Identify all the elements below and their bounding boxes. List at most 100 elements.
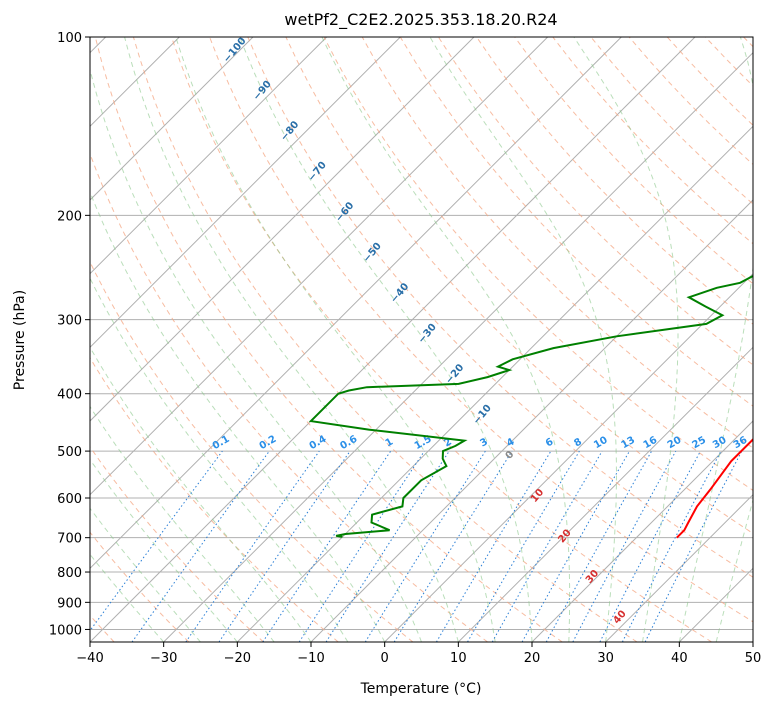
mixing-ratio-label: 0.4: [308, 434, 329, 452]
isotherm-line: [163, 51, 753, 642]
mixing-ratio-line: [435, 450, 552, 642]
isotherm-line: [384, 272, 753, 642]
x-tick-label: 30: [597, 651, 614, 666]
mixing-ratio-line: [298, 450, 425, 642]
y-tick-label: 100: [57, 31, 82, 46]
dry-adiabat: [90, 152, 488, 642]
temperature-profile-line: [676, 437, 753, 539]
dry-adiabat: [90, 260, 414, 642]
isotherm-line: [752, 641, 753, 642]
moist-adiabat: [175, 37, 496, 642]
mixing-ratio-line: [364, 450, 486, 642]
y-tick-label: 1000: [49, 623, 82, 638]
moist-adiabat: [239, 37, 533, 642]
x-tick-label: −20: [224, 651, 251, 666]
dry-adiabat-label: −90: [251, 79, 274, 103]
moist-adiabat: [752, 640, 753, 642]
moist-adiabat: [90, 190, 386, 642]
reference-lines: [90, 37, 753, 642]
mixing-ratio-line: [218, 450, 351, 642]
y-tick-label: 900: [57, 596, 82, 611]
isotherm-line: [90, 37, 328, 275]
mixing-ratio-label: 6: [544, 436, 556, 449]
mixing-ratio-label: 10: [592, 435, 610, 452]
series-layer: [308, 274, 753, 539]
mixing-ratio-line: [521, 450, 630, 642]
dry-adiabat: [514, 37, 753, 285]
dry-adiabat-label: 40: [611, 608, 628, 626]
mixing-ratio-line: [325, 450, 450, 642]
dry-adiabat: [704, 37, 753, 87]
moist-adiabat: [124, 37, 459, 642]
mixing-ratio-label: 8: [572, 436, 584, 449]
mixing-ratio-line: [467, 450, 580, 642]
dry-adiabat: [94, 37, 563, 642]
isotherm-line: [236, 125, 753, 642]
moist-adiabat: [715, 498, 753, 642]
dry-adiabat: [590, 37, 753, 205]
x-tick-label: 20: [524, 651, 541, 666]
dry-adiabat-label: −60: [334, 200, 357, 224]
isotherm-line: [457, 346, 753, 642]
dry-adiabat-label: 30: [584, 568, 601, 586]
dry-adiabat-label: −40: [389, 281, 412, 305]
chart-title: wetPf2_C2E2.2025.353.18.20.R24: [284, 10, 557, 30]
mixing-ratio-label: 13: [619, 435, 637, 452]
mixing-ratio-label: 4: [505, 436, 517, 449]
moist-adiabat: [90, 507, 201, 642]
dry-adiabat: [437, 37, 753, 366]
dry-adiabat-label: 20: [556, 527, 573, 545]
moist-adiabat: [321, 37, 571, 642]
mixing-ratio-line: [90, 450, 223, 632]
x-tick-label: 50: [745, 651, 762, 666]
x-tick-label: 0: [381, 651, 389, 666]
moist-adiabat: [90, 67, 422, 642]
dry-adiabat: [171, 37, 712, 642]
plot-area: 0.1 0.2 0.4 0.6 1 1.5 2 3 4 6 8 10 13 16 20 25 30 36−100−…: [90, 37, 753, 642]
y-tick-label: 700: [57, 532, 82, 547]
dry-adiabat: [90, 531, 190, 642]
isotherm-line: [605, 493, 753, 642]
dry-adiabat-label: −30: [416, 322, 439, 346]
isotherm-line: [90, 37, 475, 422]
moist-adiabat: [429, 37, 617, 642]
mixing-ratio-label: 16: [642, 435, 660, 452]
mixing-ratio-label: 0.1: [211, 434, 232, 452]
isotherm-line: [90, 37, 254, 201]
dry-adiabat: [90, 356, 339, 642]
dry-adiabat: [361, 37, 753, 449]
mixing-ratio-line: [185, 450, 320, 642]
isotherm-line: [90, 37, 401, 349]
x-tick-label: 10: [450, 651, 467, 666]
mixing-ratio-line: [262, 450, 392, 642]
y-tick-label: 600: [57, 492, 82, 507]
mixing-ratio-line: [131, 450, 270, 642]
isotherm-line: [678, 567, 753, 642]
y-tick-label: 500: [57, 445, 82, 460]
dry-adiabat-label: −10: [471, 403, 494, 427]
isotherm-line: [310, 199, 753, 642]
moist-adiabat: [90, 277, 349, 642]
moist-adiabat: [573, 37, 679, 642]
x-tick-label: −30: [150, 651, 177, 666]
isotherm-line: [90, 37, 549, 496]
x-tick-label: −10: [297, 651, 324, 666]
mixing-ratio-line: [545, 450, 653, 642]
moist-adiabat: [90, 405, 275, 642]
mixing-ratio-label: 36: [732, 435, 750, 452]
mixing-ratio-label: 20: [666, 435, 684, 452]
moist-adiabat: [90, 346, 312, 642]
mixing-ratio-label: 1: [384, 436, 396, 449]
dry-adiabat-label: 10: [529, 487, 546, 505]
moist-adiabat: [90, 458, 238, 642]
y-axis-label: Pressure (hPa): [12, 290, 28, 390]
y-tick-label: 400: [57, 388, 82, 403]
dry-adiabat: [209, 37, 753, 623]
dry-adiabat: [743, 37, 753, 48]
mixing-ratio-line: [572, 450, 677, 642]
moist-adiabat: [90, 553, 165, 642]
isotherm-line: [531, 420, 753, 642]
mixing-ratio-label: 3: [478, 436, 490, 449]
x-tick-label: 40: [671, 651, 688, 666]
dewpoint-profile-line: [308, 274, 753, 538]
